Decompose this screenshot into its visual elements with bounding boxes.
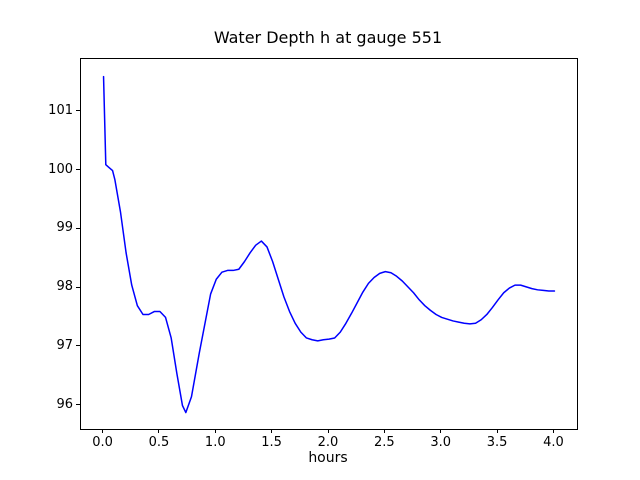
x-tick-mark <box>327 429 329 433</box>
plot-area <box>80 58 578 430</box>
y-tick-label: 96 <box>56 396 73 412</box>
chart-title: Water Depth h at gauge 551 <box>213 28 443 47</box>
x-tick-mark <box>440 429 442 433</box>
x-tick-mark <box>552 429 554 433</box>
y-tick-mark <box>76 110 80 112</box>
y-tick-label: 98 <box>56 279 73 295</box>
x-tick-label: 3.0 <box>430 435 452 450</box>
x-tick-label: 3.5 <box>486 435 508 450</box>
x-tick-mark <box>383 429 385 433</box>
y-tick-label: 101 <box>48 102 73 118</box>
y-tick-label: 99 <box>56 220 73 236</box>
y-tick-label: 97 <box>56 337 73 353</box>
x-tick-label: 4.0 <box>543 435 564 450</box>
x-tick-label: 0.5 <box>148 435 170 450</box>
y-tick-label: 100 <box>48 161 73 177</box>
y-tick-mark <box>76 227 80 229</box>
x-tick-label: 2.0 <box>317 435 339 450</box>
x-tick-label: 2.5 <box>374 435 395 450</box>
x-tick-mark <box>102 429 104 433</box>
x-tick-label: 1.5 <box>261 435 282 450</box>
x-tick-label: 0.0 <box>92 435 113 450</box>
x-tick-mark <box>214 429 216 433</box>
y-tick-mark <box>76 404 80 405</box>
x-axis-label: hours <box>308 450 348 466</box>
x-tick-mark <box>158 429 160 433</box>
x-tick-mark <box>496 429 498 433</box>
line-plot-svg <box>102 75 556 414</box>
y-tick-mark <box>76 286 80 288</box>
x-tick-label: 1.0 <box>204 435 226 450</box>
x-tick-mark <box>271 429 273 433</box>
y-tick-mark <box>76 169 80 171</box>
y-tick-mark <box>76 345 80 347</box>
water-depth-line <box>102 75 556 414</box>
